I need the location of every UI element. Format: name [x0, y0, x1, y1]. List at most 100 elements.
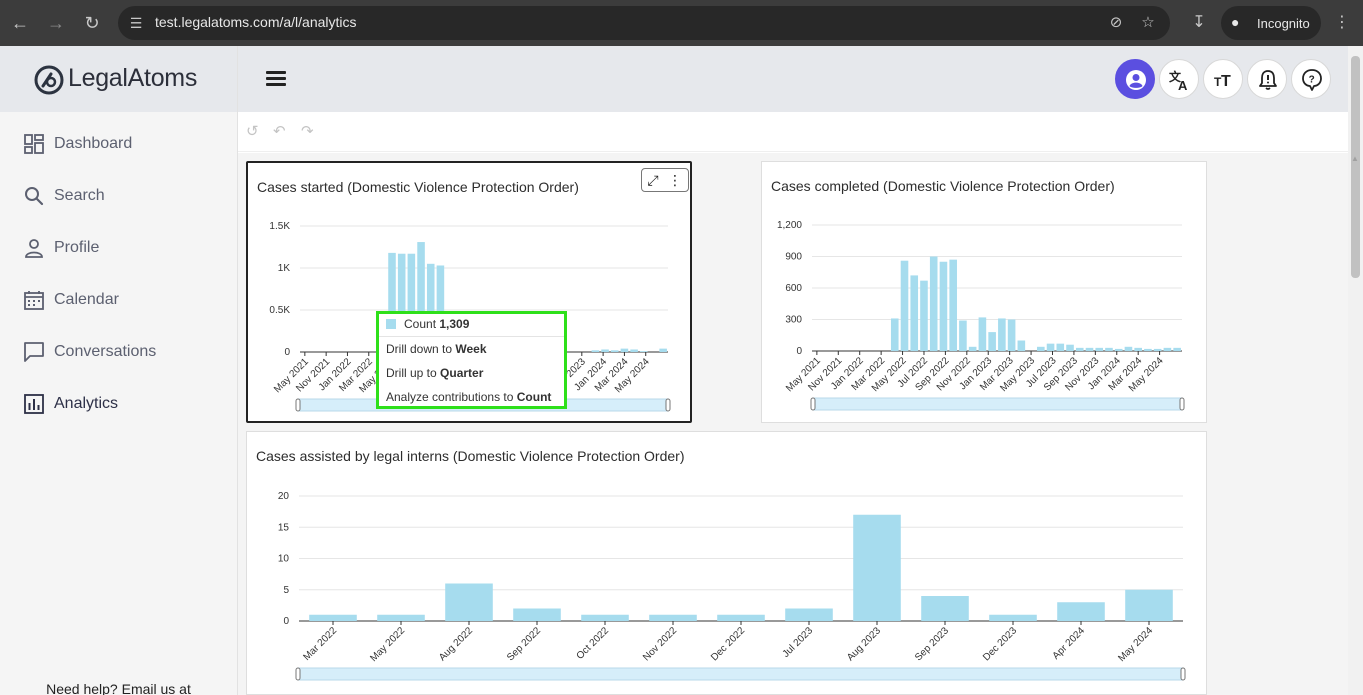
x-tick-label: Aug 2023	[845, 625, 883, 663]
drill-up-option[interactable]: Drill up to Quarter	[386, 366, 483, 380]
sidebar-item-label: Calendar	[54, 291, 119, 308]
bar	[1114, 348, 1123, 351]
bar	[601, 349, 609, 352]
dashboard-icon	[24, 134, 44, 154]
sidebar-item-conversations[interactable]: Conversations	[24, 340, 224, 366]
back-arrow-icon[interactable]: ←	[11, 13, 29, 33]
brand-name-part1: Legal	[68, 64, 128, 92]
incognito-icon: ●	[1231, 14, 1240, 30]
bar	[426, 263, 435, 352]
bar	[900, 260, 909, 351]
expand-icon[interactable]: ⤢	[647, 172, 659, 188]
hamburger-icon[interactable]	[266, 71, 286, 87]
x-tick-label: May 2022	[368, 625, 407, 664]
help-text: Need help? Email us at	[46, 681, 191, 695]
sidebar-item-search[interactable]: Search	[24, 184, 224, 210]
sidebar-item-profile[interactable]: Profile	[24, 236, 224, 262]
bar	[581, 614, 629, 621]
y-tick-label: 1,200	[777, 220, 802, 231]
sidebar-item-dashboard[interactable]: Dashboard	[24, 132, 224, 158]
analyze-contributions-option[interactable]: Analyze contributions to Count	[386, 390, 551, 404]
range-handle-left	[810, 397, 816, 411]
brand-name[interactable]: LegalAtoms	[68, 64, 197, 93]
back-icon[interactable]: ↶	[273, 123, 286, 140]
bar	[785, 608, 833, 621]
tooltip-count: Count 1,309	[386, 317, 469, 331]
bar	[1056, 343, 1065, 351]
drill-up-target: Quarter	[440, 366, 484, 380]
help-button[interactable]: ?	[1291, 59, 1331, 99]
analyze-target: Count	[516, 390, 552, 404]
x-tick-label: May 2024	[1116, 625, 1155, 664]
bar	[513, 608, 561, 621]
x-tick-label: Aug 2022	[437, 625, 475, 663]
incognito-badge[interactable]: ● Incognito	[1221, 6, 1321, 40]
kebab-menu-icon[interactable]: ⋮	[1334, 14, 1350, 31]
y-tick-label: 600	[785, 283, 802, 294]
notification-button[interactable]	[1247, 59, 1287, 99]
brand-name-part2: Atoms	[127, 64, 198, 92]
bar	[1007, 319, 1016, 351]
chart-card-cases-interns[interactable]: Cases assisted by legal interns (Domesti…	[246, 431, 1207, 695]
site-settings-icon[interactable]: ☰	[129, 15, 143, 31]
user-button[interactable]	[1115, 59, 1155, 99]
undo-toolbar: ↺ ↶ ↷	[238, 112, 1348, 152]
range-slider	[812, 397, 1183, 411]
sidebar-item-label: Dashboard	[54, 135, 133, 152]
tooltip-swatch	[386, 319, 396, 329]
sidebar: LegalAtoms Dashboard Search Profile	[0, 46, 238, 695]
translate-icon: 文 A	[1169, 69, 1188, 91]
bar	[649, 614, 697, 621]
sidebar-item-calendar[interactable]: Calendar	[24, 288, 224, 314]
bar	[939, 261, 948, 351]
x-tick-label: Mar 2022	[301, 625, 339, 663]
svg-text:A: A	[1178, 78, 1188, 91]
chart-cases-interns[interactable]: 0 5 10 15 20 Mar 2022 May 2022 Aug 2022 Sep 2022…	[247, 432, 1206, 694]
x-tick-label: Dec 2022	[709, 625, 747, 663]
bar	[388, 252, 396, 352]
x-tick-label: Jul 2023	[781, 625, 816, 660]
incognito-label: Incognito	[1257, 16, 1310, 31]
eye-off-icon[interactable]: ⊘	[1109, 14, 1123, 31]
drill-down-target: Week	[455, 342, 487, 356]
bar	[1124, 346, 1133, 351]
y-tick-label: 0	[283, 616, 289, 627]
kebab-menu-icon[interactable]: ⋮	[668, 172, 682, 188]
sidebar-item-analytics[interactable]: Analytics	[24, 392, 224, 418]
translate-button[interactable]: 文 A	[1159, 59, 1199, 99]
redo-icon[interactable]: ↷	[301, 123, 314, 140]
forward-arrow-icon[interactable]: →	[47, 13, 65, 33]
bar	[1173, 347, 1181, 351]
bar	[436, 265, 445, 352]
y-tick-label: 900	[785, 252, 802, 263]
chart-card-cases-completed[interactable]: Cases completed (Domestic Violence Prote…	[761, 161, 1207, 423]
analytics-icon	[24, 394, 44, 414]
range-handle-right	[1179, 397, 1185, 411]
star-icon[interactable]: ☆	[1141, 14, 1155, 31]
x-tick-label: Apr 2024	[1051, 625, 1088, 662]
undo-icon[interactable]: ↺	[246, 123, 259, 140]
y-tick-label: 300	[785, 315, 802, 326]
bar	[929, 256, 938, 351]
reload-icon[interactable]: ↻	[84, 13, 100, 33]
url-text[interactable]: test.legalatoms.com/a/l/analytics	[155, 14, 357, 30]
download-icon[interactable]: ↧	[1192, 14, 1206, 31]
range-handle-right	[665, 398, 671, 412]
help-icon: ?	[1302, 69, 1322, 91]
svg-text:T: T	[1221, 73, 1231, 90]
drill-down-option[interactable]: Drill down to Week	[386, 342, 487, 356]
bar	[853, 514, 901, 621]
address-bar[interactable]: ☰ test.legalatoms.com/a/l/analytics ⊘ ☆	[118, 6, 1170, 40]
bar	[968, 346, 977, 351]
bar	[1017, 340, 1026, 351]
page-scrollbar[interactable]: ▲	[1348, 46, 1363, 695]
range-handle-left	[295, 667, 301, 681]
bar	[1105, 347, 1113, 351]
text-size-button[interactable]: T T	[1203, 59, 1243, 99]
user-icon	[1126, 70, 1146, 90]
logo-icon[interactable]	[33, 64, 65, 96]
scroll-up-arrow[interactable]: ▲	[1351, 154, 1359, 163]
scrollbar-thumb[interactable]	[1351, 56, 1360, 278]
bar	[1057, 602, 1105, 621]
